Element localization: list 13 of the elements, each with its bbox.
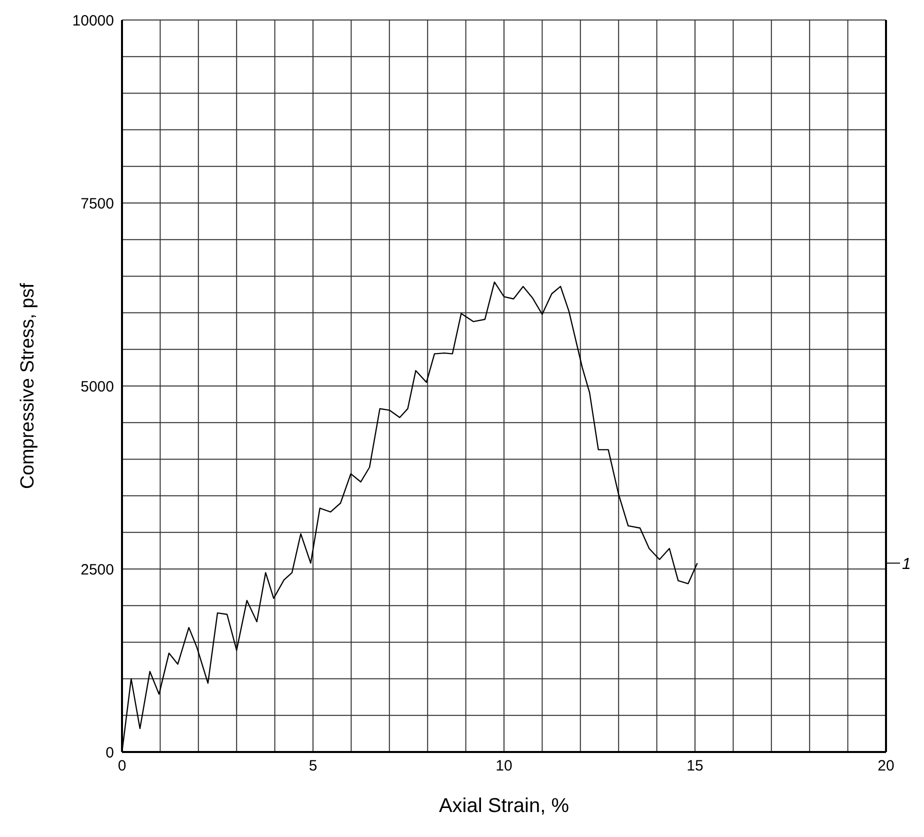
y-tick-label: 5000 [80,378,114,396]
x-tick-label: 20 [878,758,894,775]
x-tick-label: 5 [308,758,318,775]
x-tick-label: 10 [496,758,512,775]
y-axis-title: Compressive Stress, psf [18,282,39,489]
x-tick-label: 0 [118,758,126,775]
y-tick-label: 2500 [80,561,114,578]
x-tick-label: 15 [686,758,704,775]
y-tick-label: 0 [106,744,114,762]
x-axis-title: Axial Strain, % [438,795,570,817]
y-tick-label: 7500 [80,195,114,212]
y-tick-label: 10000 [72,12,114,30]
text: 1 [902,556,911,573]
